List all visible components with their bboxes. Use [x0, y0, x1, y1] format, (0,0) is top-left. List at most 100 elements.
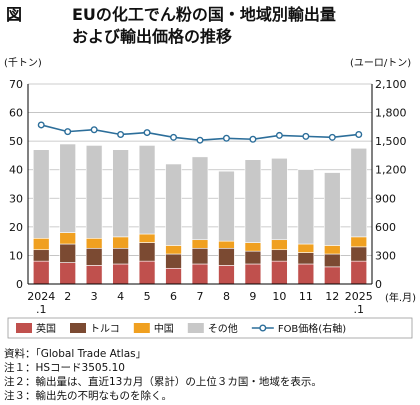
legend-label: その他	[208, 322, 238, 335]
bar-segment	[32, 237, 50, 251]
x-tick-label-line: 2	[64, 290, 71, 303]
bar-segment	[271, 249, 288, 262]
legend-swatch	[16, 323, 32, 333]
fob-price-point	[143, 129, 151, 137]
x-tick-label: 9	[249, 290, 256, 303]
bar-segment	[32, 260, 50, 285]
bar-segment	[244, 159, 262, 243]
fob-price-point	[355, 130, 363, 138]
right-tick-label: 300	[375, 249, 396, 262]
chart-title-line1: EUの化工でん粉の国・地域別輸出量	[72, 5, 336, 24]
bar-segment	[138, 260, 156, 285]
left-tick-label: 60	[9, 107, 23, 120]
bar-segment	[350, 246, 368, 262]
x-tick-label-line: 9	[249, 290, 256, 303]
legend: 英国 トルコ 中国 その他 FOB価格(右軸)	[7, 317, 413, 339]
bar-segment	[244, 242, 262, 252]
bar-segment	[350, 260, 368, 285]
left-tick-label: 10	[9, 249, 23, 262]
bar-segment	[191, 263, 209, 285]
figure-label: 図	[6, 5, 22, 24]
left-tick-label: 0	[16, 278, 23, 291]
x-tick-label: 2	[64, 290, 71, 303]
legend-swatch	[133, 323, 150, 333]
bar-segment	[112, 149, 129, 238]
left-tick-label: 40	[9, 164, 23, 177]
bar-segment	[85, 145, 103, 239]
legend-box	[7, 317, 413, 339]
bar-segment	[218, 265, 235, 285]
bar-segment	[350, 147, 368, 238]
x-tick-label-line: 5	[144, 290, 151, 303]
axes	[27, 84, 373, 285]
bar-segment	[165, 253, 182, 269]
x-tick-label-line: 7	[197, 290, 204, 303]
x-tick-label: 2025.1	[345, 290, 373, 316]
bar-segment	[85, 247, 103, 266]
fob-price-point	[275, 131, 283, 139]
left-axis-unit: (千トン)	[4, 57, 42, 69]
left-tick-label: 30	[9, 192, 23, 205]
bar-segment	[59, 262, 76, 285]
bar-segment	[218, 240, 235, 249]
fob-price-point	[196, 136, 204, 144]
footnote: 注２：輸出量は、直近13カ月（累計）の上位３カ国・地域を表示。	[4, 375, 322, 388]
x-tick-label: 10	[272, 290, 286, 303]
bar-segment	[297, 263, 315, 285]
fob-price-point	[37, 121, 45, 129]
left-tick-label: 70	[9, 78, 23, 91]
bar-segment	[324, 266, 341, 285]
bar-segment	[138, 242, 156, 262]
fob-price-point	[328, 133, 336, 141]
footnotes: 資料：「Global Trade Atlas」注１：HSコード3505.10注２…	[4, 347, 322, 402]
right-tick-label: 1,200	[375, 164, 407, 177]
bar-segment	[59, 143, 76, 233]
left-tick-label: 50	[9, 135, 23, 148]
x-tick-label: 7	[197, 290, 204, 303]
x-tick-label-line: 8	[223, 290, 230, 303]
fob-price-point	[222, 134, 230, 142]
bar-segment	[297, 169, 315, 245]
tick-labels: 0 10 20 30 40 50 60 70 0 300 600 900 1,200 1,500 1,800…	[9, 78, 407, 316]
bar-segment	[244, 250, 262, 265]
bar-segment	[350, 236, 368, 248]
bar-segment	[85, 265, 103, 285]
right-axis-unit: (ユーロ/トン)	[350, 58, 411, 69]
x-tick-label: 11	[299, 290, 313, 303]
x-tick-label-line: 11	[299, 290, 313, 303]
right-tick-label: 2,100	[375, 78, 407, 91]
bar-segment	[112, 263, 129, 285]
x-tick-label: 3	[91, 290, 98, 303]
bar-segment	[191, 239, 209, 249]
right-tick-label: 0	[375, 278, 382, 291]
x-axis-unit: (年.月)	[385, 291, 416, 304]
x-tick-label: 8	[223, 290, 230, 303]
x-tick-label-line: 2024	[27, 290, 55, 303]
x-tick-label: 6	[170, 290, 177, 303]
bar-segment	[85, 237, 103, 249]
fob-price-point	[90, 126, 98, 134]
legend-label: FOB価格(右軸)	[278, 322, 346, 335]
bar-segment	[112, 247, 129, 265]
x-tick-label-line: .1	[36, 303, 47, 316]
bar-segment	[138, 233, 156, 243]
x-tick-label-line: .1	[354, 303, 365, 316]
legend-line-marker	[259, 324, 267, 332]
bar-segment	[218, 247, 235, 266]
bar-segment	[324, 253, 341, 268]
footnote: 資料：「Global Trade Atlas」	[4, 347, 146, 360]
bar-segment	[59, 232, 76, 245]
footnote: 注３：輸出先の不明なものを除く。	[4, 389, 172, 402]
x-tick-label-line: 12	[325, 290, 339, 303]
x-tick-label: 12	[325, 290, 339, 303]
bar-segment	[218, 170, 235, 242]
bar-segment	[32, 149, 50, 239]
right-tick-label: 1,800	[375, 107, 407, 120]
x-tick-label-line: 3	[91, 290, 98, 303]
right-tick-label: 1,500	[375, 135, 407, 148]
legend-swatch	[187, 323, 204, 333]
x-tick-label: 4	[117, 290, 124, 303]
bar-segment	[112, 236, 129, 249]
chart-title-line2: および輸出価格の推移	[72, 27, 232, 46]
x-tick-label-line: 4	[117, 290, 124, 303]
